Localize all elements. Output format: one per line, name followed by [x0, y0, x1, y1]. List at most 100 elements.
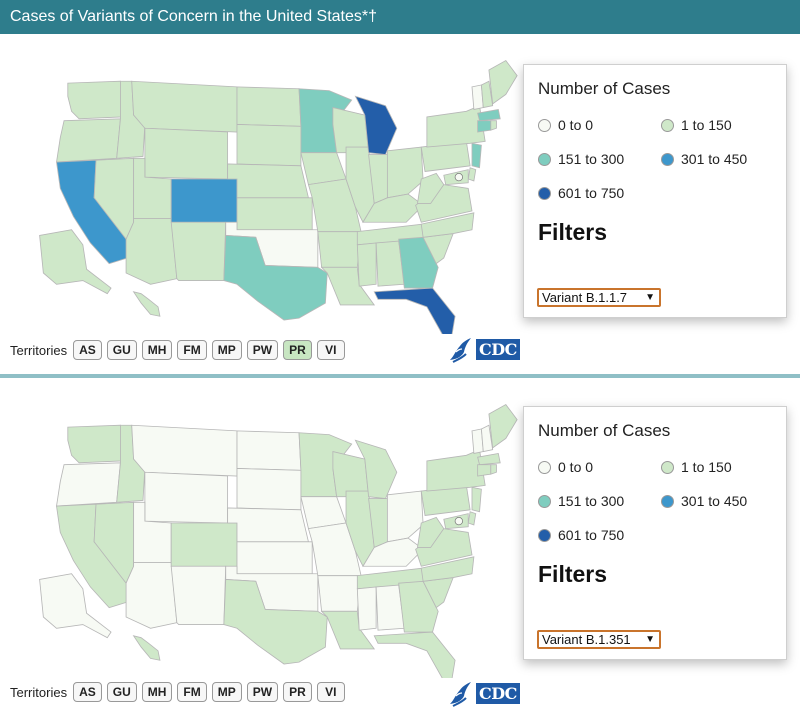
- state-az[interactable]: [125, 562, 178, 629]
- territory-button-as[interactable]: AS: [73, 682, 102, 702]
- chevron-down-icon: ▼: [645, 292, 655, 303]
- cdc-logo[interactable]: CDC: [446, 678, 520, 708]
- territory-button-fm[interactable]: FM: [177, 682, 207, 702]
- territory-button-vi[interactable]: VI: [316, 682, 345, 702]
- state-ma[interactable]: [477, 108, 501, 122]
- state-fl[interactable]: [373, 287, 456, 334]
- state-wv[interactable]: [416, 516, 445, 548]
- legend-swatch: [661, 152, 674, 166]
- state-wv[interactable]: [416, 172, 445, 204]
- state-hi[interactable]: [132, 635, 161, 661]
- state-ak[interactable]: [39, 573, 112, 639]
- state-ma[interactable]: [477, 452, 501, 466]
- state-ny[interactable]: [426, 449, 486, 492]
- state-ar[interactable]: [317, 231, 362, 268]
- state-nh[interactable]: [480, 424, 494, 453]
- state-dc[interactable]: [454, 172, 463, 182]
- legend-item-1: 1 to 150: [661, 117, 732, 133]
- state-ms[interactable]: [356, 586, 377, 631]
- state-me[interactable]: [488, 60, 518, 105]
- state-wy[interactable]: [144, 471, 229, 524]
- filters-heading: Filters: [538, 219, 608, 245]
- state-or[interactable]: [56, 462, 121, 507]
- state-ky[interactable]: [362, 537, 424, 567]
- state-ak[interactable]: [39, 229, 112, 295]
- territory-button-pr[interactable]: PR: [283, 682, 312, 702]
- state-nj[interactable]: [471, 486, 482, 513]
- state-sd[interactable]: [236, 468, 302, 511]
- state-ny[interactable]: [426, 105, 486, 148]
- state-nc[interactable]: [420, 556, 475, 582]
- state-ct[interactable]: [477, 120, 492, 133]
- state-mt[interactable]: [131, 80, 238, 133]
- state-wy[interactable]: [144, 127, 229, 180]
- cdc-logo[interactable]: CDC: [446, 334, 520, 364]
- territory-button-mh[interactable]: MH: [141, 682, 173, 702]
- state-ks[interactable]: [236, 197, 313, 231]
- legend-label: 1 to 150: [681, 117, 732, 133]
- territory-button-mp[interactable]: MP: [211, 340, 242, 360]
- state-ri[interactable]: [490, 120, 497, 131]
- state-ky[interactable]: [362, 193, 424, 223]
- state-ne[interactable]: [227, 163, 309, 199]
- variant-map-panel-b117: Number of Cases 0 to 0 1 to 150 151 to 3…: [0, 34, 800, 374]
- state-co[interactable]: [170, 178, 238, 223]
- cdc-logo-text: CDC: [476, 338, 520, 360]
- state-de[interactable]: [467, 511, 477, 526]
- state-nm[interactable]: [170, 221, 227, 281]
- territory-button-fm[interactable]: FM: [177, 340, 207, 360]
- legend-label: 301 to 450: [681, 493, 748, 509]
- territory-button-mh[interactable]: MH: [141, 340, 173, 360]
- state-ks[interactable]: [236, 541, 313, 575]
- state-tx[interactable]: [223, 234, 328, 321]
- state-oh[interactable]: [386, 490, 424, 543]
- variant-select[interactable]: Variant B.1.351 ▼: [537, 630, 661, 649]
- state-co[interactable]: [170, 522, 238, 567]
- state-nm[interactable]: [170, 565, 227, 625]
- territory-button-pr[interactable]: PR: [283, 340, 312, 360]
- territory-button-gu[interactable]: GU: [106, 682, 137, 702]
- state-la[interactable]: [320, 266, 376, 306]
- state-wi[interactable]: [332, 107, 370, 154]
- legend-item-4: 601 to 750: [538, 527, 624, 543]
- state-ne[interactable]: [227, 507, 309, 543]
- state-hi[interactable]: [132, 291, 161, 317]
- state-nd[interactable]: [236, 430, 302, 471]
- territory-button-vi[interactable]: VI: [316, 340, 345, 360]
- territory-button-mp[interactable]: MP: [211, 682, 242, 702]
- cdc-eagle-icon: [450, 338, 471, 363]
- territory-button-as[interactable]: AS: [73, 340, 102, 360]
- territory-button-pw[interactable]: PW: [246, 340, 279, 360]
- legend-item-0: 0 to 0: [538, 117, 593, 133]
- state-ri[interactable]: [490, 464, 497, 475]
- state-tx[interactable]: [223, 578, 328, 665]
- state-mt[interactable]: [131, 424, 238, 477]
- state-ct[interactable]: [477, 464, 492, 477]
- state-sd[interactable]: [236, 124, 302, 167]
- legend-item-1: 1 to 150: [661, 459, 732, 475]
- state-ms[interactable]: [356, 242, 377, 287]
- state-az[interactable]: [125, 218, 178, 285]
- state-dc[interactable]: [454, 516, 463, 526]
- state-nc[interactable]: [420, 212, 475, 238]
- state-ar[interactable]: [317, 575, 362, 612]
- state-wa[interactable]: [67, 424, 122, 464]
- state-ga[interactable]: [398, 236, 439, 289]
- variant-select[interactable]: Variant B.1.1.7 ▼: [537, 288, 661, 307]
- state-de[interactable]: [467, 167, 477, 182]
- legend-swatch: [661, 460, 674, 474]
- state-me[interactable]: [488, 404, 518, 449]
- state-nj[interactable]: [471, 142, 482, 169]
- state-fl[interactable]: [373, 631, 456, 678]
- territory-button-gu[interactable]: GU: [106, 340, 137, 360]
- state-or[interactable]: [56, 118, 121, 163]
- territory-button-pw[interactable]: PW: [246, 682, 279, 702]
- state-nd[interactable]: [236, 86, 302, 127]
- state-wi[interactable]: [332, 451, 370, 498]
- state-wa[interactable]: [67, 80, 122, 120]
- state-oh[interactable]: [386, 146, 424, 199]
- us-choropleth-map: [39, 60, 518, 334]
- state-la[interactable]: [320, 610, 376, 650]
- state-ga[interactable]: [398, 580, 439, 633]
- state-nh[interactable]: [480, 80, 494, 109]
